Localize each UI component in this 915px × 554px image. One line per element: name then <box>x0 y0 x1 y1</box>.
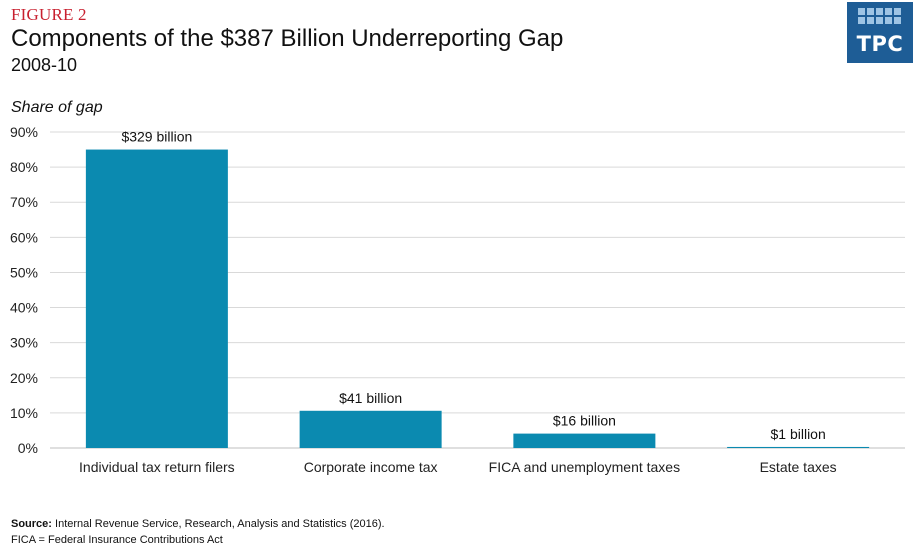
source-text: Internal Revenue Service, Research, Anal… <box>55 518 385 530</box>
bar <box>299 410 442 448</box>
tpc-logo: TPC <box>847 2 913 63</box>
logo-grid-icon <box>858 8 901 24</box>
y-tick-label: 70% <box>10 194 38 210</box>
y-tick-label: 0% <box>18 440 38 456</box>
y-axis-title: Share of gap <box>11 99 103 116</box>
chart-title: Components of the $387 Billion Underrepo… <box>11 25 564 52</box>
abbreviation-note: FICA = Federal Insurance Contributions A… <box>11 534 223 546</box>
y-tick-label: 50% <box>10 264 38 280</box>
category-label: Estate taxes <box>760 459 837 475</box>
y-tick-label: 40% <box>10 300 38 316</box>
y-tick-label: 80% <box>10 159 38 175</box>
data-label: $1 billion <box>770 426 825 442</box>
y-tick-label: 90% <box>10 124 38 140</box>
data-label: $329 billion <box>121 129 192 145</box>
data-label: $41 billion <box>339 390 402 406</box>
bar <box>85 149 228 449</box>
logo-text: TPC <box>856 32 904 56</box>
source-note: Source: Internal Revenue Service, Resear… <box>11 516 385 548</box>
y-tick-label: 20% <box>10 370 38 386</box>
y-tick-label: 10% <box>10 405 38 421</box>
category-label: Individual tax return filers <box>79 459 235 475</box>
chart-subtitle: 2008-10 <box>11 55 78 75</box>
y-tick-label: 30% <box>10 335 38 351</box>
category-label: FICA and unemployment taxes <box>489 459 680 475</box>
category-label: Corporate income tax <box>304 459 438 475</box>
bar-chart: 0% 10% 20% 30% 40% 50% 60% 70% 80% 90% $329 billio… <box>10 124 905 475</box>
bar <box>727 446 870 448</box>
y-tick-label: 60% <box>10 229 38 245</box>
source-label: Source: <box>11 518 52 530</box>
data-label: $16 billion <box>553 413 616 429</box>
figure-label: FIGURE 2 <box>11 5 87 24</box>
bar <box>513 433 656 448</box>
source-line: Source: Internal Revenue Service, Resear… <box>11 516 385 532</box>
